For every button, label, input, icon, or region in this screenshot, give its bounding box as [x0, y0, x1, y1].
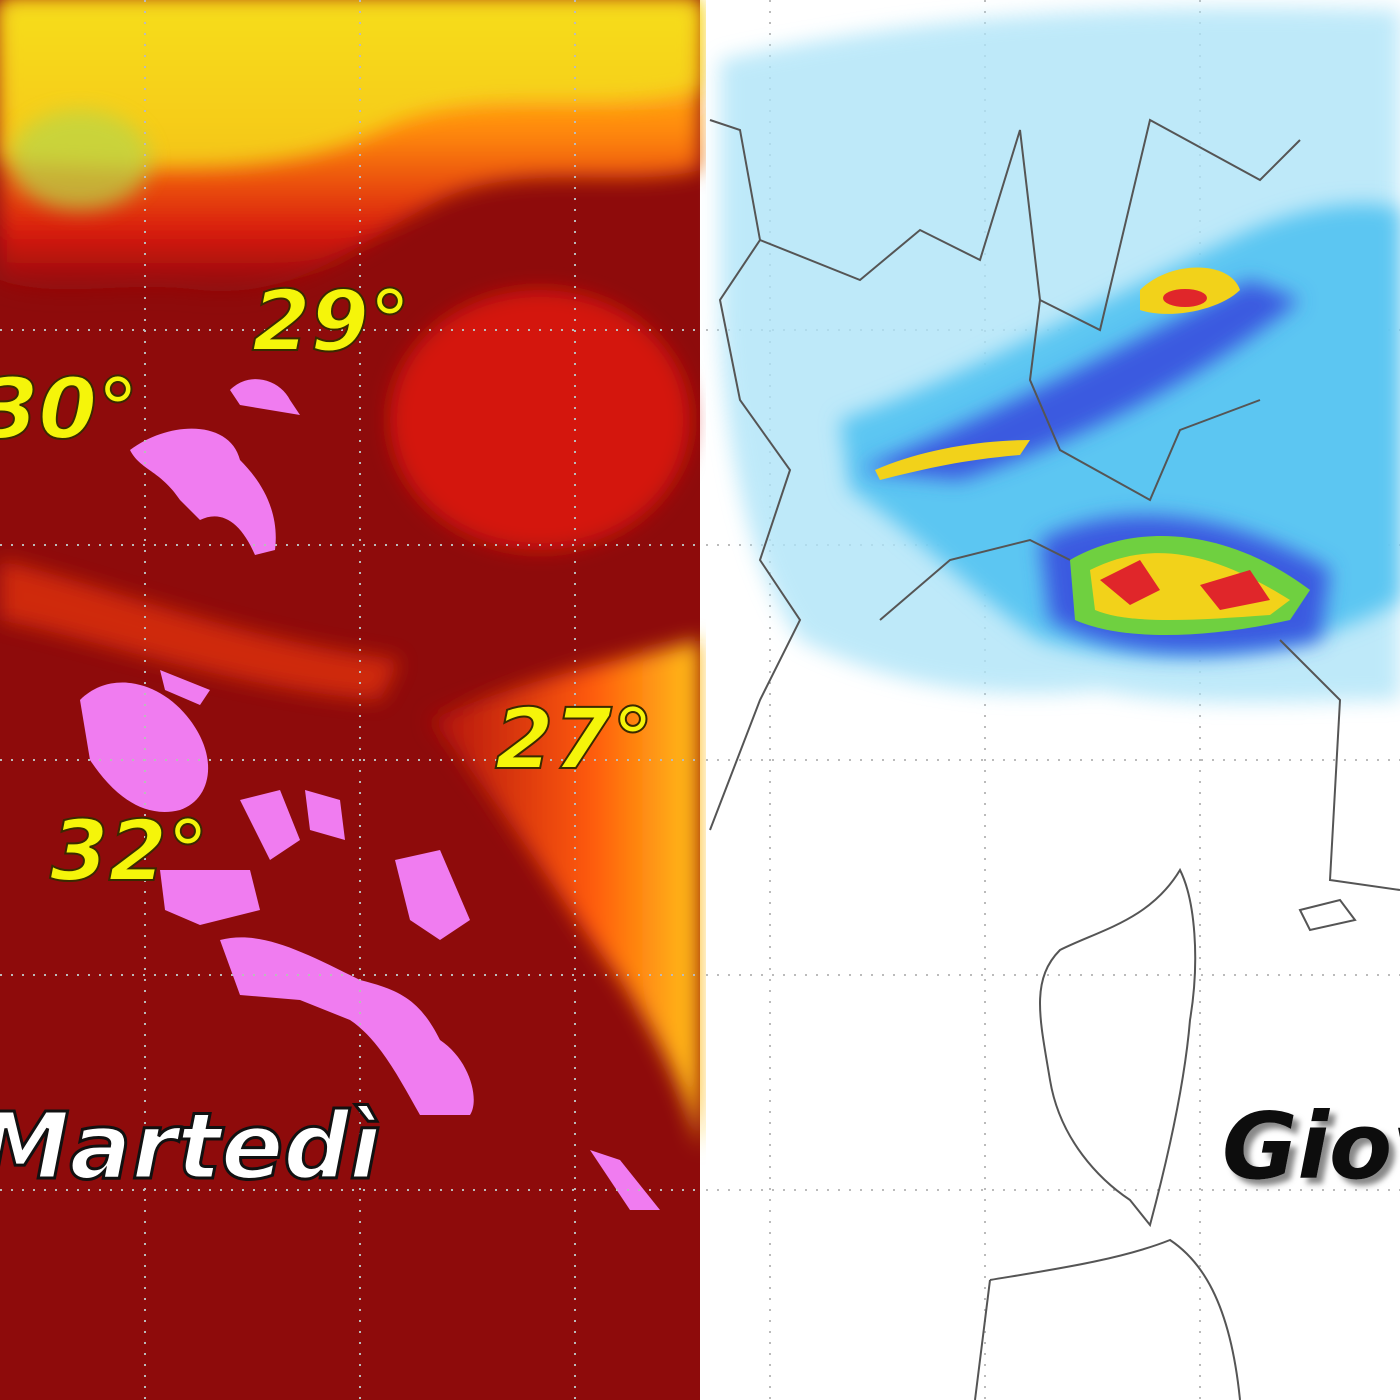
hot-zone	[130, 428, 276, 555]
apennine-zone	[430, 640, 700, 1150]
island-outline	[1298, 898, 1357, 932]
hot-zone	[590, 1150, 660, 1210]
temperature-label: 30°	[0, 360, 139, 458]
temperature-label: 27°	[495, 690, 654, 788]
hot-zone	[240, 790, 300, 860]
hot-zone	[230, 379, 300, 415]
borders	[709, 118, 1400, 1400]
sea-zone	[390, 290, 690, 550]
rain-extreme	[1163, 289, 1207, 307]
hot-zone	[305, 790, 345, 840]
rain-extreme	[1100, 560, 1270, 610]
day-label: Giov	[1222, 1093, 1400, 1200]
alps-green	[10, 110, 150, 210]
temperature-label: 29°	[252, 272, 411, 370]
corsica-outline	[1039, 867, 1197, 1228]
precipitation-map: Giov	[706, 0, 1400, 1400]
rain-very-intense	[875, 440, 1030, 480]
hot-zone	[160, 670, 210, 705]
border-line	[879, 538, 1400, 891]
hot-zone	[160, 870, 260, 925]
hot-zone	[395, 850, 470, 940]
grid	[0, 0, 700, 1400]
temperature-map: 29° 30° 27° 32° Martedì	[0, 0, 700, 1400]
hot-zone	[80, 682, 209, 812]
temperature-label: 32°	[50, 802, 209, 900]
border-line	[709, 119, 802, 831]
apennine-north	[0, 560, 400, 700]
sardinia-outline	[974, 1238, 1241, 1400]
alps-peaks	[0, 0, 700, 169]
border-line	[1028, 299, 1261, 502]
grid	[706, 0, 1400, 1400]
border-line	[759, 118, 1301, 332]
rain-heavy	[860, 280, 1300, 480]
hot-zone	[220, 937, 474, 1115]
hot-zones	[80, 379, 660, 1210]
day-label: Martedì	[0, 1093, 381, 1200]
